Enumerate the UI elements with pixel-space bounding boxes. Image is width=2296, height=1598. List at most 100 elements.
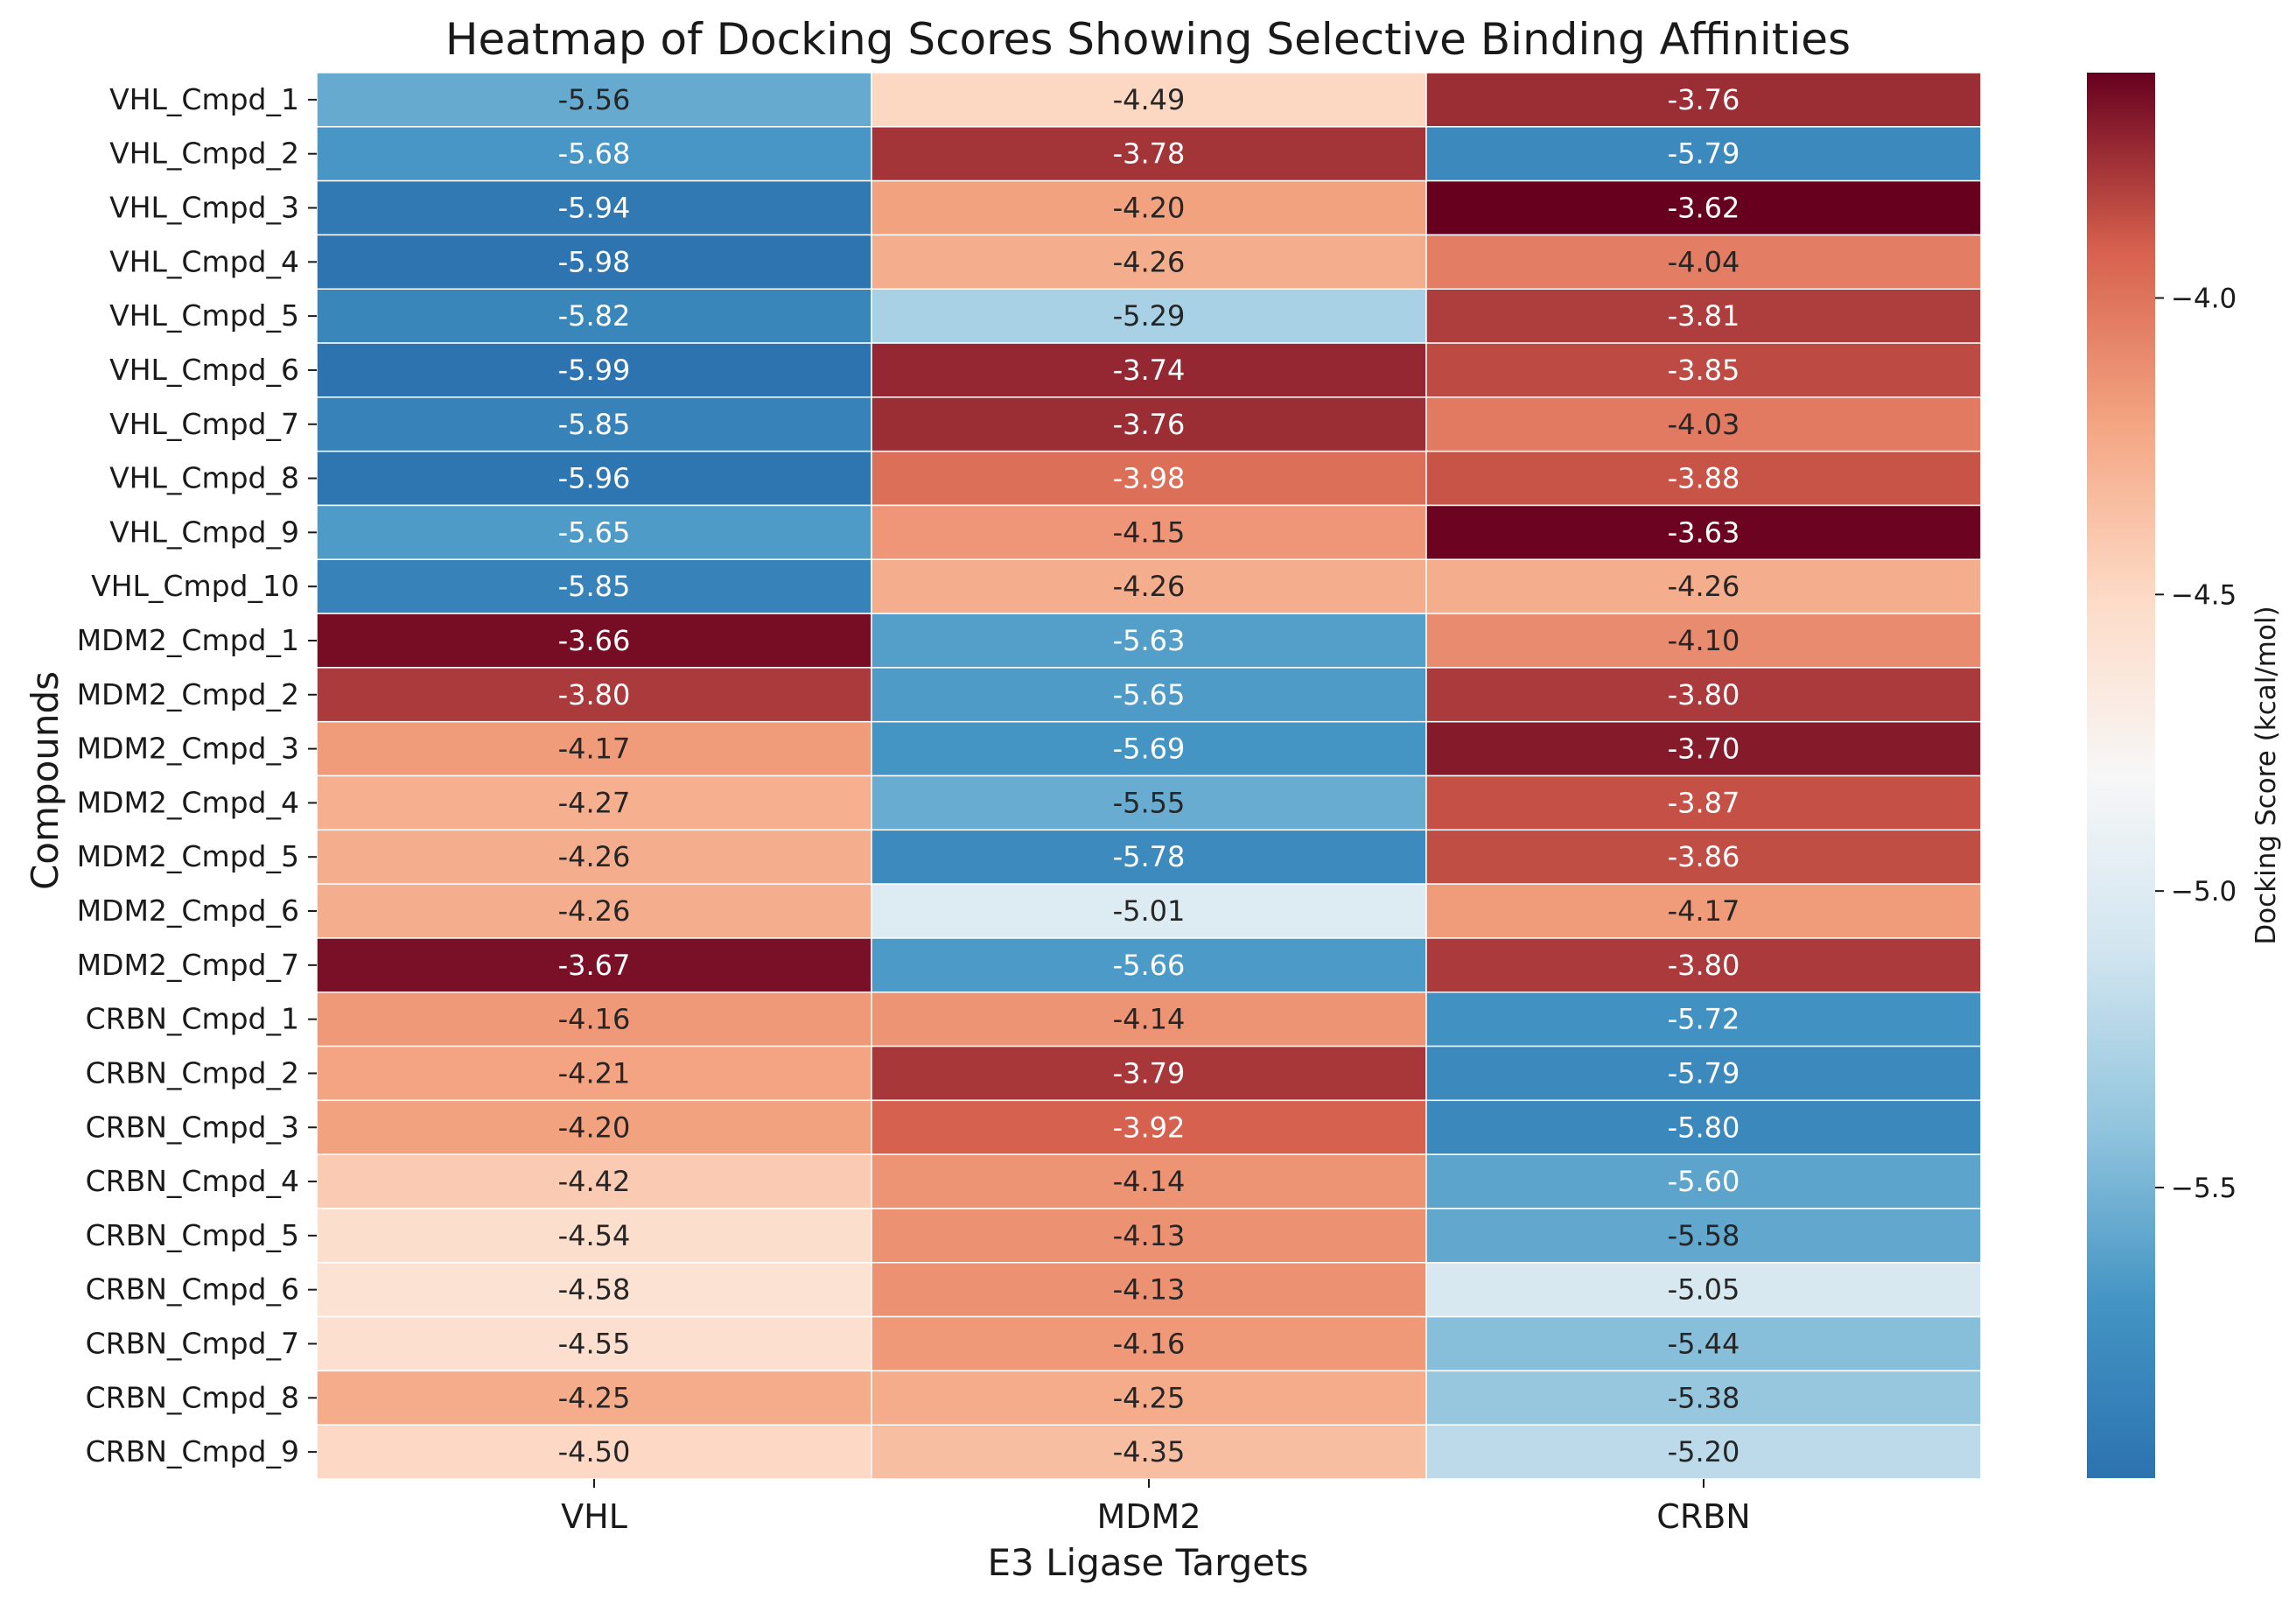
cell-value-label: -4.13 [1113, 1219, 1186, 1252]
heatmap-cell [316, 1045, 872, 1102]
cell-value-label: -5.85 [558, 570, 631, 603]
cell-value-label: -4.58 [558, 1273, 631, 1307]
cell-value-label: -4.35 [1113, 1435, 1186, 1468]
y-tick-labels: VHL_Cmpd_1 VHL_Cmpd_2 VHL_Cmpd_3 VHL_Cmpd_4… [77, 82, 317, 1468]
heatmap-cell [871, 450, 1427, 507]
cell-value-label: -4.14 [1113, 1165, 1186, 1198]
heatmap-cell [1425, 937, 1982, 993]
cell-value-label: -4.55 [558, 1327, 631, 1360]
cell-value-label: -3.62 [1668, 192, 1740, 225]
heatmap-cell [871, 883, 1427, 939]
cell-value-label: -5.01 [1113, 894, 1186, 928]
heatmap-cell [316, 396, 872, 452]
cell-value-label: -4.26 [558, 894, 631, 928]
cell-value-label: -4.27 [558, 786, 631, 819]
cell-value-label: -4.17 [1668, 894, 1740, 928]
cell-value-label: -5.58 [1668, 1219, 1740, 1252]
heatmap-cell [1425, 72, 1982, 128]
heatmap-cell [871, 558, 1427, 614]
cell-value-label: -4.17 [558, 732, 631, 766]
heatmap-cell [871, 1424, 1427, 1480]
cell-value-label: -5.82 [558, 299, 631, 333]
cell-value-label: -3.70 [1668, 732, 1740, 766]
cell-value-label: -4.16 [1113, 1327, 1186, 1360]
y-tick-label: CRBN_Cmpd_2 [86, 1055, 299, 1090]
heatmap-cell [316, 450, 872, 507]
cell-value-label: -5.68 [558, 137, 631, 171]
cell-value-label: -4.13 [1113, 1273, 1186, 1307]
cell-value-label: -4.20 [558, 1111, 631, 1144]
cell-value-label: -5.69 [1113, 732, 1186, 766]
heatmap-cell [871, 720, 1427, 777]
y-tick-label: VHL_Cmpd_10 [91, 569, 299, 603]
y-tick-label: CRBN_Cmpd_4 [86, 1164, 299, 1198]
colorbar [2087, 73, 2155, 1478]
y-tick-label: CRBN_Cmpd_8 [86, 1380, 299, 1414]
heatmap-cell [316, 558, 872, 614]
colorbar-tick-label: −5.0 [2171, 876, 2236, 908]
cell-value-label: -3.92 [1113, 1111, 1186, 1144]
heatmap-cells: -5.56 -4.49 -3.76 -5.68 -3.78 -5.79 -5.94 -4.20… [316, 72, 1982, 1480]
cell-value-label: -3.67 [558, 949, 631, 982]
heatmap-cell [1425, 126, 1982, 182]
heatmap-cell [1425, 504, 1982, 561]
cell-value-label: -5.38 [1668, 1381, 1740, 1414]
cell-value-label: -4.49 [1113, 83, 1186, 116]
colorbar-tick-label: −4.0 [2171, 284, 2236, 315]
heatmap-cell [1425, 1208, 1982, 1264]
y-tick-label: MDM2_Cmpd_6 [77, 894, 299, 928]
heatmap-cell [1425, 342, 1982, 398]
heatmap-cell [316, 613, 872, 669]
cell-value-label: -3.80 [558, 678, 631, 711]
cell-value-label: -5.98 [558, 245, 631, 278]
heatmap-cell [871, 1045, 1427, 1102]
cell-value-label: -5.56 [558, 83, 631, 116]
heatmap-cell [1425, 288, 1982, 344]
cell-value-label: -5.85 [558, 408, 631, 441]
heatmap-cell [1425, 720, 1982, 777]
y-tick-label: VHL_Cmpd_7 [109, 407, 299, 441]
heatmap-cell [316, 72, 872, 128]
heatmap-cell [316, 126, 872, 182]
cell-value-label: -4.10 [1668, 624, 1740, 657]
cell-value-label: -4.14 [1113, 1003, 1186, 1036]
cell-value-label: -3.76 [1113, 408, 1186, 441]
heatmap-cell [316, 829, 872, 885]
heatmap-cell [1425, 829, 1982, 885]
heatmap-cell [316, 1370, 872, 1426]
cell-value-label: -4.04 [1668, 245, 1740, 278]
cell-value-label: -4.15 [1113, 515, 1186, 549]
y-tick-label: MDM2_Cmpd_3 [77, 732, 299, 766]
heatmap-cell [316, 937, 872, 993]
x-axis-label: E3 Ligase Targets [988, 1541, 1309, 1584]
y-tick-label: MDM2_Cmpd_7 [77, 948, 299, 982]
y-tick-label: VHL_Cmpd_5 [109, 298, 299, 333]
heatmap-cell [316, 774, 872, 831]
heatmap-cell [1425, 1315, 1982, 1372]
heatmap-cell [1425, 396, 1982, 452]
heatmap-cell [871, 72, 1427, 128]
y-tick-label: MDM2_Cmpd_1 [77, 623, 299, 657]
heatmap-cell [871, 1099, 1427, 1155]
heatmap-cell [316, 504, 872, 561]
cell-value-label: -3.79 [1113, 1056, 1186, 1090]
cell-value-label: -3.74 [1113, 354, 1186, 387]
y-tick-label: VHL_Cmpd_9 [109, 515, 299, 549]
heatmap-cell [1425, 1424, 1982, 1480]
cell-value-label: -5.72 [1668, 1003, 1740, 1036]
heatmap-cell [871, 1262, 1427, 1318]
cell-value-label: -5.96 [558, 462, 631, 495]
cell-value-label: -5.05 [1668, 1273, 1740, 1307]
heatmap-cell [1425, 1370, 1982, 1426]
heatmap-cell [1425, 558, 1982, 614]
heatmap-cell [871, 937, 1427, 993]
heatmap-cell [316, 1208, 872, 1264]
heatmap-cell [871, 667, 1427, 723]
cell-value-label: -4.54 [558, 1219, 631, 1252]
cell-value-label: -4.16 [558, 1003, 631, 1036]
x-tick-label: MDM2 [1096, 1497, 1200, 1536]
heatmap-cell [871, 126, 1427, 182]
heatmap-cell [1425, 234, 1982, 290]
heatmap-cell [871, 179, 1427, 236]
